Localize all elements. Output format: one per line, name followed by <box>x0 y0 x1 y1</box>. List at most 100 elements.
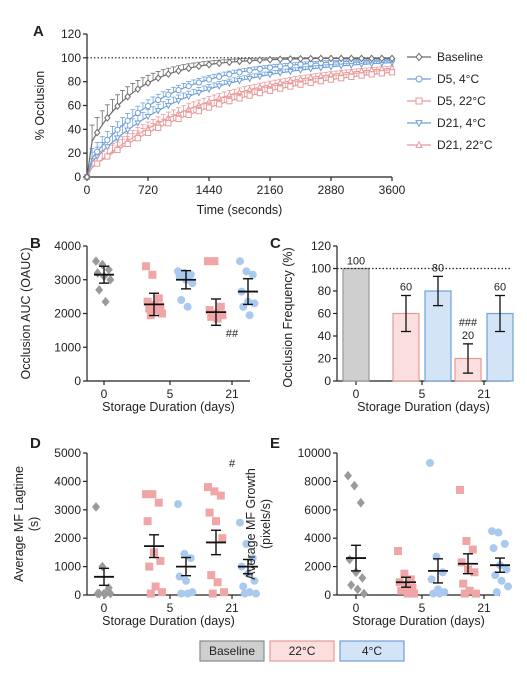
panel-a-point <box>124 117 131 124</box>
panel-a-point <box>256 56 264 65</box>
panel-a-point <box>83 173 91 181</box>
panel-c-y-tick-label: 0 <box>324 374 331 388</box>
panel-d-y-axis-title: Average MF Lagtime(s) <box>12 466 41 582</box>
panel-a-point <box>337 54 345 63</box>
panel-a-point <box>246 92 253 99</box>
panel-a-point <box>165 91 172 98</box>
panel-d-point <box>218 534 227 543</box>
panel-a-x-tick-label: 720 <box>138 183 158 197</box>
panel-a-point <box>216 73 223 80</box>
panel-d-group-3 <box>204 483 228 598</box>
panel-b-point <box>145 304 154 313</box>
panel-e-point <box>468 545 477 554</box>
panel-a-point <box>175 66 182 75</box>
panel-b-annotation: ## <box>226 328 239 340</box>
panel-a-point <box>277 63 284 70</box>
panel-c-x-tick-label: 5 <box>419 387 426 401</box>
panel-d-point <box>252 589 260 598</box>
panel-a-point <box>348 73 355 80</box>
panel-e-point <box>435 589 444 598</box>
panel-d-point <box>154 498 163 507</box>
panel-a-point <box>358 72 365 79</box>
panel-a-point <box>216 101 223 108</box>
panel-b-x-tick-label: 21 <box>225 387 239 401</box>
panel-a-point <box>307 54 314 63</box>
panel-b-y-tick-label: 1000 <box>54 340 81 354</box>
panel-e-point <box>429 589 438 598</box>
panel-a-legend-marker <box>415 52 423 62</box>
panel-e-point <box>360 588 368 599</box>
panel-a-point <box>297 67 304 75</box>
panel-a-y-axis-title: % Occlusion <box>33 71 47 141</box>
panel-b-point <box>207 312 216 321</box>
panel-a-point <box>307 66 315 73</box>
panel-a-point <box>226 58 233 67</box>
panel-a-point <box>368 54 375 63</box>
panel-a-point <box>165 70 172 78</box>
panel-a-legend-label: D5, 22°C <box>437 94 486 108</box>
panel-d-point <box>220 588 228 597</box>
panel-e-point <box>345 554 354 565</box>
legend-4c-label: 4°C <box>362 644 382 658</box>
panel-c-y-tick-label: 20 <box>318 352 332 366</box>
panel-a-series-3 <box>83 60 396 181</box>
panel-a-point <box>144 129 152 136</box>
panel-e-point <box>397 586 406 595</box>
panel-e-group-4 <box>488 527 512 597</box>
panel-a-point <box>317 65 325 72</box>
panel-d-group-1 <box>142 490 166 598</box>
panel-b-group-0 <box>92 256 115 307</box>
panel-a-point <box>297 54 304 63</box>
panel-a-y-tick-label: 100 <box>61 51 81 65</box>
panel-d-point <box>182 576 190 585</box>
panel-a-point <box>124 140 131 147</box>
panel-a-point <box>134 120 142 127</box>
panel-c-x-tick-label: 21 <box>477 387 491 401</box>
panel-c-x-axis-title: Storage Duration (days) <box>357 400 490 414</box>
panel-d-point <box>175 572 184 581</box>
panel-a-point <box>256 73 264 81</box>
legend-22c-swatch <box>269 640 335 662</box>
panel-a-point <box>104 114 111 122</box>
panel-a-point <box>114 135 121 142</box>
panel-d-point <box>95 588 104 599</box>
panel-b-point <box>154 294 163 303</box>
panel-a-series-0 <box>83 54 396 181</box>
panel-a-point <box>154 108 162 115</box>
panel-e-point <box>427 575 436 584</box>
panel-b-y-axis-title: Occlusion AUC (OAUC) <box>19 248 33 380</box>
panel-b-group-2 <box>174 267 197 311</box>
panel-e-y-axis-title: Average MF Growth(pixels/s) <box>244 468 273 580</box>
panel-e-point <box>394 546 402 555</box>
panel-c-y-axis-title: Occlusion Frequency (%) <box>281 247 295 387</box>
panel-a-point <box>225 80 233 88</box>
panel-e-x-axis-title: Storage Duration (days) <box>352 614 485 628</box>
panel-e-point <box>470 568 479 577</box>
panel-a-point <box>236 69 243 76</box>
panel-a-point <box>185 83 192 90</box>
panel-a-point <box>124 127 132 134</box>
panel-a-point <box>256 90 263 97</box>
panel-b-point <box>204 257 212 266</box>
panel-c-y-tick-label: 60 <box>318 307 332 321</box>
panel-a-y-tick-label: 0 <box>74 170 81 184</box>
legend-4c-swatch <box>339 640 405 662</box>
panel-a-point <box>175 87 182 94</box>
panel-e-point <box>403 589 412 598</box>
panel-a-point <box>144 113 152 121</box>
panel-a-point <box>134 135 141 142</box>
panel-a-point <box>287 83 294 90</box>
panel-a-point <box>195 79 202 86</box>
panel-a-point <box>277 85 284 92</box>
panel-a-point <box>175 115 182 123</box>
panel-a-point <box>276 70 284 77</box>
panel-e-point <box>438 568 447 577</box>
panel-a-point <box>266 55 274 64</box>
panel-d-point <box>242 539 251 548</box>
panel-a-point <box>205 76 213 83</box>
panel-b-x-axis-title: Storage Duration (days) <box>102 400 235 414</box>
panel-a-point <box>378 70 385 77</box>
panel-e-point <box>500 539 509 548</box>
